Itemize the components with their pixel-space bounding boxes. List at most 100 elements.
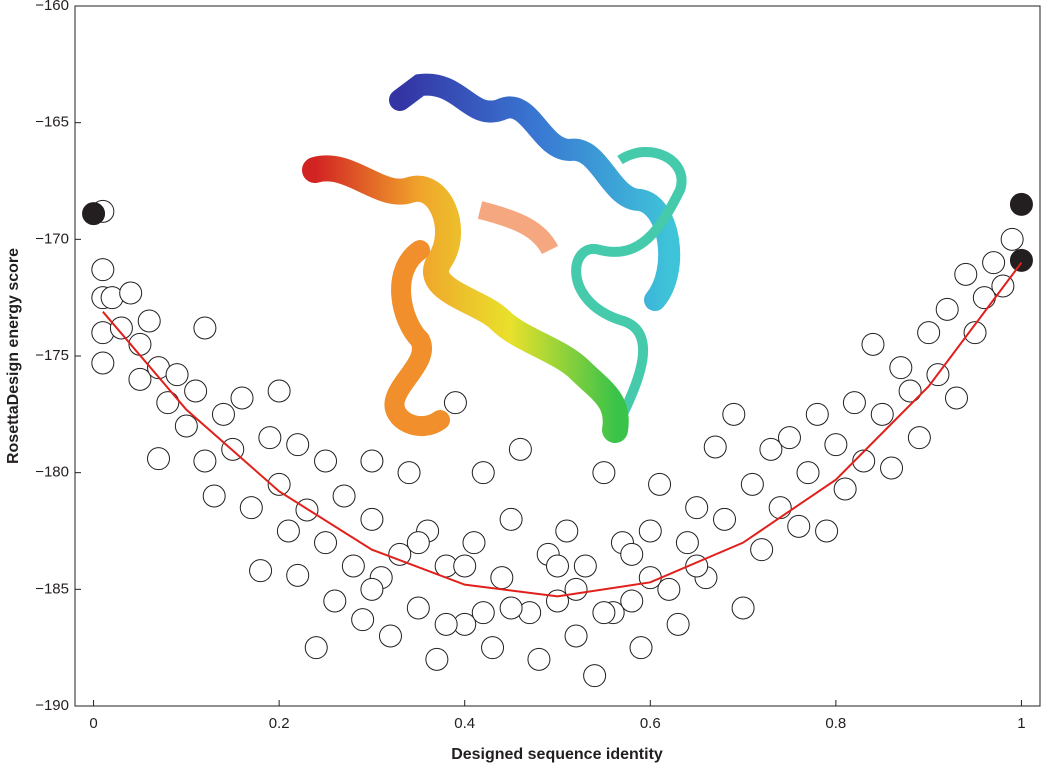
point [898,379,922,403]
y-tick-label: −170 [35,230,69,247]
point [564,624,588,648]
point [165,363,189,387]
plot-area [82,192,1033,688]
point [666,612,690,636]
point [434,612,458,636]
point [852,449,876,473]
point [880,456,904,480]
point [703,435,727,459]
point [128,332,152,356]
point [360,507,384,531]
fit-line [102,262,1023,598]
ribbon [477,201,559,255]
y-tick-label: −175 [35,347,69,364]
point [91,258,115,282]
point [453,554,477,578]
point [109,316,133,340]
x-tick-label: 0.8 [825,715,846,732]
point [397,461,421,485]
point [889,356,913,380]
point [471,601,495,625]
point [583,664,607,688]
point [1009,248,1033,272]
protein-illustration [302,73,687,443]
point [360,577,384,601]
point [592,461,616,485]
point [91,351,115,375]
point [592,601,616,625]
point [471,461,495,485]
point [267,379,291,403]
point [211,402,235,426]
point [267,472,291,496]
point [787,514,811,538]
point [481,636,505,660]
x-tick-label: 0.6 [640,715,661,732]
point [378,624,402,648]
x-tick-label: 0 [89,715,97,732]
point [685,496,709,520]
point [286,563,310,587]
point [740,472,764,496]
point [675,531,699,555]
y-axis-title: RosettaDesign energy score [5,248,22,464]
point [499,596,523,620]
point [935,297,959,321]
point [258,426,282,450]
ribbon [302,155,629,443]
point [555,519,579,543]
point [870,402,894,426]
point [276,519,300,543]
point [972,286,996,310]
y-tick-label: −185 [35,580,69,597]
point [443,391,467,415]
point [137,309,161,333]
point [648,472,672,496]
point [564,577,588,601]
point [982,251,1006,275]
point [286,433,310,457]
point [490,566,514,590]
point [833,477,857,501]
point [323,589,347,613]
point [156,391,180,415]
point [462,531,486,555]
point [731,596,755,620]
ribbon [384,240,450,436]
point [332,484,356,508]
point [406,596,430,620]
point [202,484,226,508]
point [620,542,644,566]
point [777,426,801,450]
point [815,519,839,543]
point [842,391,866,415]
point [917,321,941,345]
point [573,554,597,578]
point [239,496,263,520]
point [388,542,412,566]
point [620,589,644,613]
point [713,507,737,531]
point [406,531,430,555]
point [193,316,217,340]
point [638,566,662,590]
point [193,449,217,473]
point [360,449,384,473]
point [425,647,449,671]
point [963,321,987,345]
point [796,461,820,485]
point [527,647,551,671]
point [499,507,523,531]
point [351,608,375,632]
point [944,386,968,410]
point [629,636,653,660]
point [954,262,978,286]
point [1009,192,1033,216]
point [314,449,338,473]
point [638,519,662,543]
point [147,447,171,471]
point [759,437,783,461]
x-tick-label: 0.2 [269,715,290,732]
point [341,554,365,578]
